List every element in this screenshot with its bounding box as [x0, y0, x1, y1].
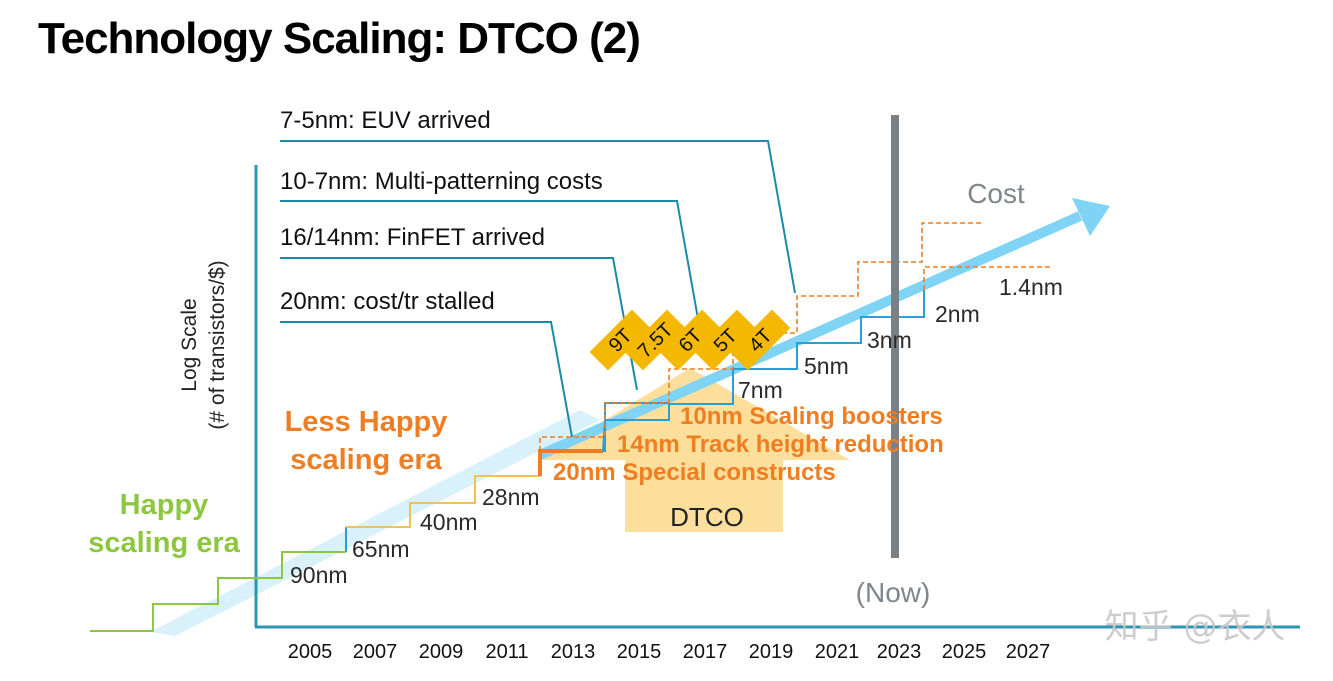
now-bar — [891, 115, 899, 558]
svg-text:(# of transistors/$): (# of transistors/$) — [206, 260, 229, 429]
node-65nm: 65nm — [352, 536, 410, 562]
svg-text:2011: 2011 — [485, 641, 528, 663]
node-7nm: 7nm — [738, 377, 783, 403]
dtco-house — [540, 368, 850, 532]
node-28nm: 28nm — [482, 484, 540, 510]
svg-text:2005: 2005 — [288, 641, 333, 663]
svg-text:2007: 2007 — [353, 641, 398, 663]
milestone-multipatterning: 10-7nm: Multi-patterning costs — [280, 168, 603, 195]
svg-text:2027: 2027 — [1006, 641, 1051, 663]
happy-line1: Happy — [120, 489, 209, 521]
svg-text:2009: 2009 — [419, 641, 464, 663]
milestone-euv: 7-5nm: EUV arrived — [280, 107, 491, 134]
svg-text:2025: 2025 — [942, 641, 987, 663]
cost-arrow — [537, 198, 1110, 460]
happy-line2: scaling era — [88, 527, 240, 559]
node-2nm: 2nm — [935, 301, 980, 327]
watermark: 知乎 @衣人 — [1105, 607, 1286, 647]
node-5nm: 5nm — [804, 353, 849, 379]
milestone-finfet: 16/14nm: FinFET arrived — [280, 224, 545, 251]
node-3nm: 3nm — [867, 327, 912, 353]
svg-text:Log Scale: Log Scale — [178, 298, 201, 391]
y-axis-label: Log Scale (# of transistors/$) — [178, 260, 229, 429]
svg-text:2021: 2021 — [815, 641, 860, 663]
cost-dashed-steps-upper — [539, 222, 982, 451]
happy-steps — [90, 551, 346, 632]
cost-label: Cost — [967, 178, 1025, 209]
less-happy-line1: Less Happy — [285, 406, 448, 438]
dtco-item-14nm: 14nm Track height reduction — [617, 431, 944, 458]
node-90nm: 90nm — [290, 562, 348, 588]
svg-text:2019: 2019 — [749, 641, 794, 663]
cost-dashed-steps-lower — [923, 266, 1052, 290]
dtco-label: DTCO — [670, 502, 744, 532]
x-axis-years: 2005 2007 2009 2011 2013 2015 2017 2019 … — [288, 641, 1051, 663]
trend-ribbon — [150, 410, 600, 636]
dtco-item-10nm: 10nm Scaling boosters — [680, 403, 943, 430]
milestone-20nm: 20nm: cost/tr stalled — [280, 288, 495, 315]
dtco-item-20nm: 20nm Special constructs — [553, 459, 836, 486]
svg-text:2017: 2017 — [683, 641, 728, 663]
node-1-4nm: 1.4nm — [999, 274, 1063, 300]
now-label: (Now) — [856, 577, 931, 608]
svg-text:2023: 2023 — [877, 641, 922, 663]
less-happy-line2: scaling era — [290, 444, 442, 476]
svg-text:2013: 2013 — [551, 641, 596, 663]
svg-text:2015: 2015 — [617, 641, 662, 663]
lesshappy-steps — [346, 475, 540, 528]
track-tiles: 9T 7.5T 6T 5T 4T — [589, 309, 791, 371]
page-title: Technology Scaling: DTCO (2) — [38, 14, 641, 63]
node-40nm: 40nm — [420, 509, 478, 535]
